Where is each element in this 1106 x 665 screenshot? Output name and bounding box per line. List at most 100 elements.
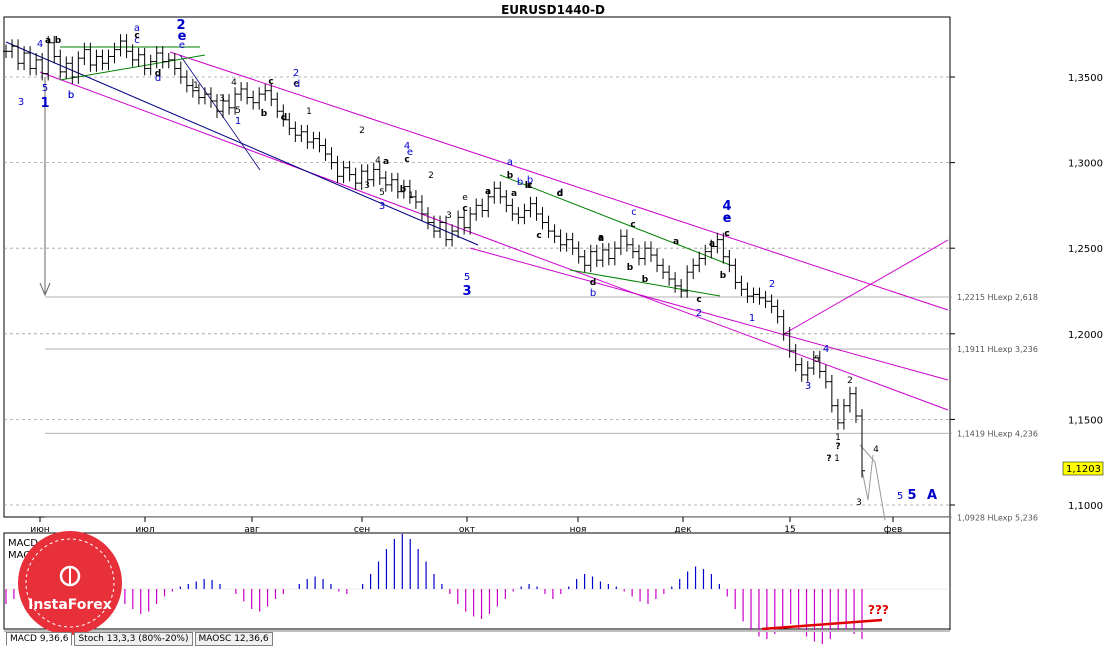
- wave-label-sub: c: [404, 155, 409, 165]
- level-label: 1,1911 HLexp 3,236: [957, 345, 1038, 354]
- y-tick-label: 1,3500: [1068, 73, 1103, 84]
- x-tick-label: авг: [244, 525, 260, 535]
- y-tick-label: 1,2500: [1068, 244, 1103, 255]
- wave-label-minor: 3: [18, 97, 24, 108]
- wave-label-sub: 1: [834, 454, 840, 464]
- wave-label-sub: a: [709, 239, 715, 249]
- wave-label-minor: 5: [464, 272, 470, 283]
- x-tick-label: дек: [674, 525, 692, 535]
- wave-label-minor: 2: [769, 279, 775, 290]
- y-tick-label: 1,3000: [1068, 159, 1103, 170]
- divergence-line: [761, 618, 883, 631]
- channel-line: [169, 51, 949, 311]
- wave-label-major: 3: [462, 284, 471, 299]
- channel-line: [781, 239, 949, 336]
- x-tick-label: сен: [354, 525, 370, 535]
- wave-label-sub: b: [627, 263, 634, 273]
- x-tick-label: июн: [30, 525, 49, 535]
- channel-line: [39, 71, 949, 411]
- level-label: 1,1419 HLexp 4,236: [957, 429, 1038, 438]
- wave-label-sub: 4: [375, 156, 381, 166]
- wave-label-minor: b: [68, 90, 74, 101]
- x-tick-label: ноя: [570, 525, 587, 535]
- wave-label-minor: e: [179, 40, 185, 51]
- wave-label-sub: c: [630, 220, 635, 230]
- tab-stoch[interactable]: Stoch 13,3,3 (80%-20%): [74, 632, 193, 646]
- wave-label-sub: 3: [364, 181, 370, 191]
- x-axis-ticks: июн июл авг сен окт ноя дек 15 фев: [30, 517, 902, 535]
- wave-label-sub: 1: [193, 81, 199, 91]
- y-axis-ticks: 1,3500 1,3000 1,2500 1,2000 1,1500 1,1000: [950, 73, 1103, 512]
- wave-label-sub: d: [557, 189, 563, 199]
- wave-label-sub: c: [724, 229, 729, 239]
- current-price-label: 1,1203: [1066, 464, 1101, 475]
- wave-label-minor: 4: [404, 141, 410, 152]
- wave-label-minor: d: [557, 188, 563, 199]
- wave-label-sub: c: [268, 77, 273, 87]
- tab-maosc[interactable]: MAOSC 12,36,6: [194, 632, 273, 646]
- instaforex-logo: InstaForex: [18, 531, 122, 635]
- logo-text: InstaForex: [28, 597, 112, 613]
- wave-label-minor: b: [68, 90, 74, 101]
- wave-label-sub: 1: [306, 107, 312, 117]
- wave-label-minor: b: [527, 175, 533, 186]
- wave-label-sub: 5: [235, 106, 241, 116]
- wave-label-sub: d: [155, 69, 161, 79]
- wave-label-sub: d: [590, 278, 596, 288]
- grid: [4, 76, 950, 506]
- x-tick-label: фев: [884, 525, 903, 535]
- main-plot-frame: [3, 16, 951, 518]
- macd-bottom-strip: [4, 630, 950, 632]
- wave-label-sub: 2: [847, 376, 853, 386]
- wave-label-sub: a: [598, 233, 604, 243]
- y-tick-label: 1,2000: [1068, 330, 1103, 341]
- y-tick-label: 1,1000: [1068, 501, 1103, 512]
- wave-label-sub: 5: [379, 188, 385, 198]
- wave-label-major: e: [723, 211, 732, 226]
- wave-label-minor: 4: [37, 39, 43, 50]
- wave-label-minor: b: [590, 288, 596, 299]
- channel-line: [469, 247, 949, 381]
- wave-label-minor: e: [407, 147, 413, 158]
- wave-label-sub: 1: [408, 191, 414, 201]
- wave-label-minor: 4: [823, 344, 829, 355]
- wave-label-sub: 1: [835, 433, 841, 443]
- level-label: 1,0928 HLexp 5,236: [957, 513, 1038, 522]
- wave-label-sub: 2: [359, 126, 365, 136]
- wave-label-sub: a: [485, 187, 491, 197]
- wave-label-minor: d: [294, 79, 300, 90]
- wave-label-minor: 2: [696, 308, 702, 319]
- wave-label-minor: d: [155, 73, 161, 84]
- wave-label-major: e: [178, 29, 187, 44]
- x-tick-label: окт: [459, 525, 475, 535]
- wave-label-sub: a: [511, 189, 517, 199]
- wave-label-major: 5: [907, 488, 916, 503]
- indicator-tabs: MACD 9,36,6 Stoch 13,3,3 (80%-20%) MAOSC…: [6, 632, 275, 646]
- wave-line: [569, 269, 721, 297]
- wave-label-minor: 1: [235, 116, 241, 127]
- wave-label-sub: 3: [856, 498, 862, 508]
- wave-label-sub: 3: [446, 211, 452, 221]
- wave-label-sub: a: [673, 237, 679, 247]
- wave-label-sub: ?: [826, 454, 831, 464]
- projection-path: [861, 454, 874, 501]
- wave-label-sub: c: [462, 204, 467, 214]
- wave-label-major: 1: [40, 96, 49, 111]
- wave-label-sub: e: [293, 79, 299, 89]
- wave-label-minor: b: [517, 177, 523, 188]
- chart-title: EURUSD1440-D: [501, 3, 605, 17]
- wave-label-sub: c: [134, 31, 139, 41]
- wave-label-minor: 3: [379, 201, 385, 212]
- wave-label-sub: d: [281, 113, 287, 123]
- wave-label-sub: b: [642, 275, 649, 285]
- wave-label-minor: c: [134, 35, 140, 46]
- trend-line: [179, 54, 261, 171]
- wave-label-sub: b: [507, 171, 514, 181]
- tab-macd[interactable]: MACD 9,36,6: [6, 632, 73, 646]
- wave-label-minor: c: [631, 207, 637, 218]
- wave-label-sub: a: [383, 157, 389, 167]
- wave-label-sub: e: [462, 193, 468, 203]
- wave-label-sub: c: [536, 231, 541, 241]
- wave-label-sub: a: [598, 234, 604, 244]
